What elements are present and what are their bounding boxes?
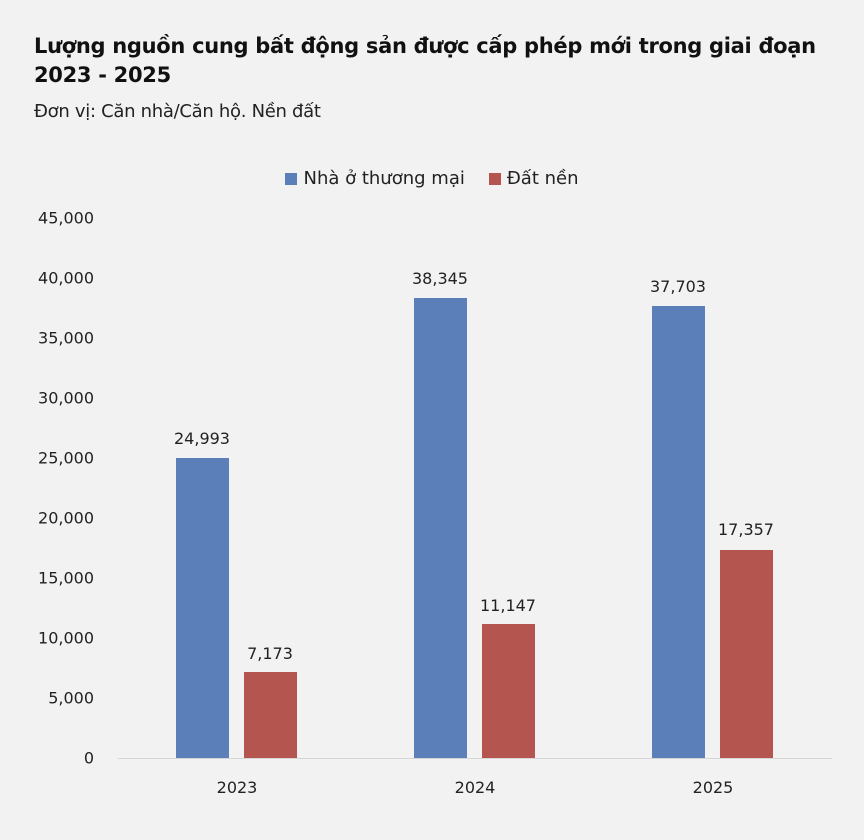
legend-item-commercial-housing: Nhà ở thương mại — [285, 168, 465, 189]
legend-label: Đất nền — [506, 168, 579, 189]
y-tick: 30,000 — [38, 388, 94, 408]
bar-2025-commercial-housing — [652, 306, 705, 758]
bar-2023-land-plots — [244, 672, 297, 758]
bar-2025-land-plots — [720, 550, 773, 758]
chart-title: Lượng nguồn cung bất động sản được cấp p… — [34, 34, 816, 87]
x-axis-line — [118, 758, 832, 759]
legend-swatch-red-icon — [488, 172, 501, 185]
value-label: 11,147 — [480, 596, 536, 615]
legend: Nhà ở thương mại Đất nền — [0, 168, 864, 189]
y-tick: 10,000 — [38, 628, 94, 648]
bar-2024-commercial-housing — [414, 298, 467, 758]
bar-2023-commercial-housing — [176, 458, 229, 758]
x-label: 2023 — [216, 778, 258, 797]
chart-subtitle: Đơn vị: Căn nhà/Căn hộ. Nền đất — [34, 101, 321, 122]
y-tick: 20,000 — [38, 508, 94, 528]
value-label: 37,703 — [650, 277, 706, 296]
y-tick: 35,000 — [38, 328, 94, 348]
bar-2024-land-plots — [482, 624, 535, 758]
legend-item-land-plots: Đất nền — [488, 168, 579, 189]
y-tick: 25,000 — [38, 448, 94, 468]
y-tick: 15,000 — [38, 568, 94, 588]
y-tick: 0 — [83, 748, 94, 768]
legend-label: Nhà ở thương mại — [303, 168, 465, 189]
x-label: 2025 — [692, 778, 734, 797]
y-tick: 45,000 — [38, 208, 94, 228]
value-label: 24,993 — [174, 429, 230, 448]
x-label: 2024 — [454, 778, 496, 797]
value-label: 17,357 — [718, 520, 774, 539]
value-label: 38,345 — [412, 269, 468, 288]
legend-swatch-blue-icon — [285, 172, 298, 185]
value-label: 7,173 — [247, 644, 293, 663]
y-tick: 5,000 — [48, 688, 94, 708]
y-tick: 40,000 — [38, 268, 94, 288]
